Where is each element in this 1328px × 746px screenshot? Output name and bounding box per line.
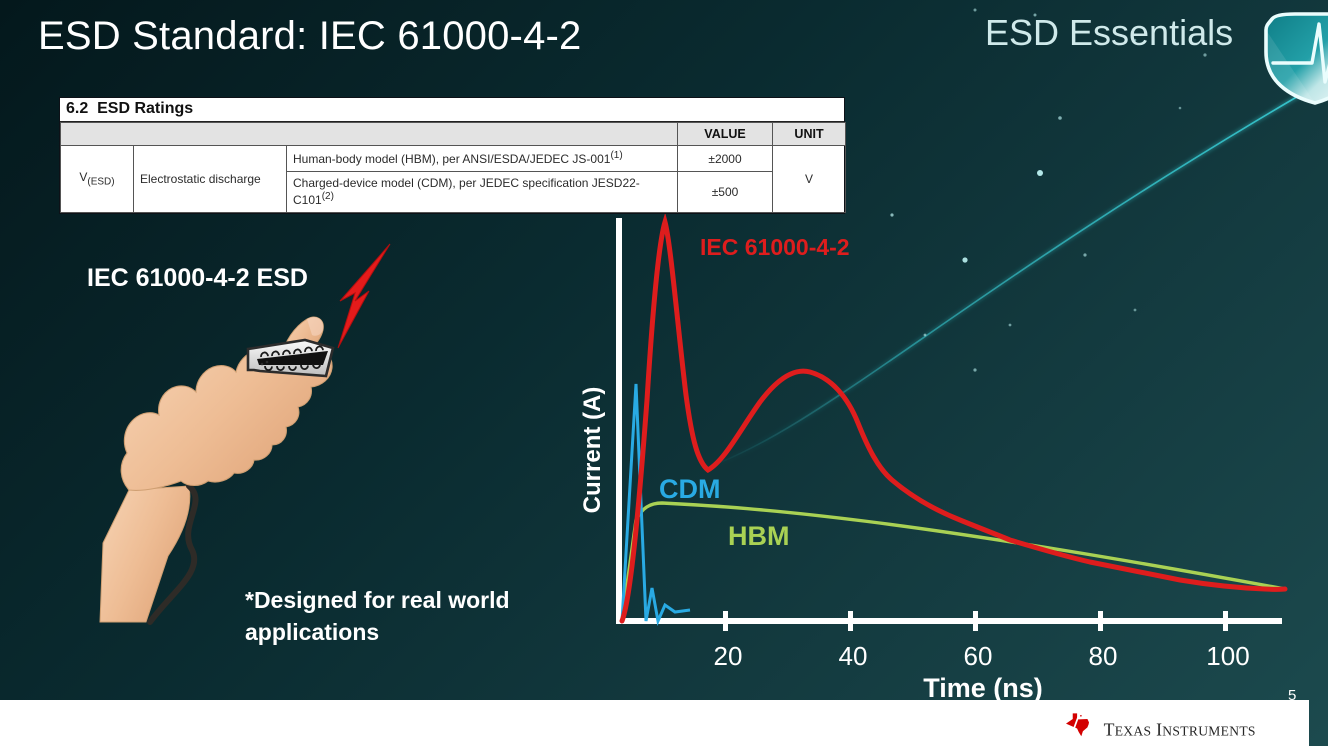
- svg-text:Current (A): Current (A): [579, 387, 606, 514]
- svg-text:100: 100: [1206, 641, 1249, 671]
- svg-text:80: 80: [1089, 641, 1118, 671]
- svg-text:CDM: CDM: [659, 474, 721, 504]
- svg-text:Time (ns): Time (ns): [923, 673, 1043, 703]
- svg-text:20: 20: [714, 641, 743, 671]
- svg-text:60: 60: [964, 641, 993, 671]
- svg-text:5: 5: [1288, 687, 1296, 704]
- svg-text:40: 40: [839, 641, 868, 671]
- svg-text:IEC 61000-4-2: IEC 61000-4-2: [700, 234, 850, 260]
- svg-text:HBM: HBM: [728, 521, 790, 551]
